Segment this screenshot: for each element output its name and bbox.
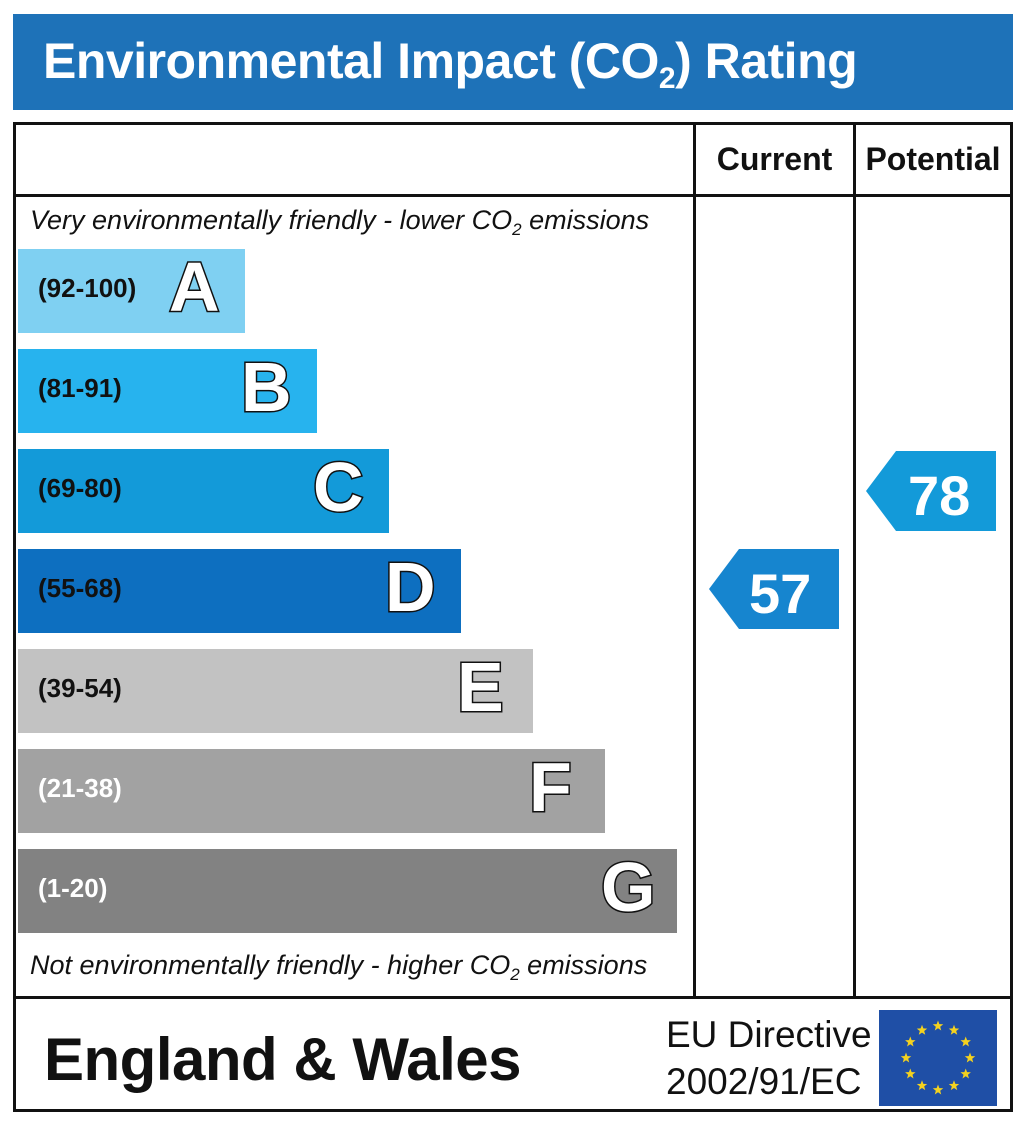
band-range-label: (39-54) bbox=[38, 673, 122, 703]
bottom-note: Not environmentally friendly - higher CO… bbox=[30, 950, 648, 984]
current-column-header: Current bbox=[716, 141, 833, 177]
eu-flag-icon bbox=[879, 1010, 997, 1106]
eu-flag-star-icon bbox=[960, 1068, 971, 1079]
band-b: (81-91) B bbox=[18, 347, 317, 433]
eu-flag-star-icon bbox=[932, 1084, 944, 1095]
band-letter: C bbox=[312, 447, 366, 528]
potential-rating-value: 78 bbox=[908, 464, 971, 527]
band-range-label: (1-20) bbox=[38, 873, 108, 903]
eu-flag-star-icon bbox=[948, 1024, 960, 1035]
band-letter: D bbox=[384, 547, 438, 628]
header-divider bbox=[16, 194, 1010, 197]
region-label: England & Wales bbox=[44, 1026, 522, 1093]
band-e: (39-54) E bbox=[18, 647, 533, 733]
eu-flag-star-icon bbox=[948, 1080, 960, 1091]
current-rating-arrow: 57 bbox=[709, 549, 839, 634]
eu-directive-text: EU Directive 2002/91/EC bbox=[666, 1011, 872, 1105]
band-letter: G bbox=[599, 847, 656, 928]
potential-column-header: Potential bbox=[865, 141, 1001, 177]
eu-directive-line1: EU Directive bbox=[666, 1014, 872, 1055]
eu-flag-star-icon bbox=[905, 1036, 916, 1047]
potential-column-divider bbox=[853, 125, 856, 999]
eu-flag-star-icon bbox=[916, 1024, 928, 1035]
band-g: (1-20) G bbox=[18, 847, 677, 933]
band-letter: E bbox=[456, 647, 506, 728]
rating-table: Current Potential Very environmentally f… bbox=[13, 122, 1013, 1112]
footer-divider bbox=[16, 996, 1010, 999]
eu-flag-star-icon bbox=[916, 1080, 928, 1091]
eu-flag-star-icon bbox=[905, 1068, 916, 1079]
current-rating-value: 57 bbox=[749, 562, 812, 625]
current-arrow-shape bbox=[709, 549, 839, 629]
band-range-label: (92-100) bbox=[38, 273, 137, 303]
band-range-label: (55-68) bbox=[38, 573, 122, 603]
top-note: Very environmentally friendly - lower CO… bbox=[30, 205, 650, 239]
eu-flag-star-icon bbox=[932, 1020, 944, 1031]
band-c: (69-80) C bbox=[18, 447, 389, 533]
potential-rating-arrow: 78 bbox=[866, 451, 996, 536]
band-range-label: (81-91) bbox=[38, 373, 122, 403]
current-column-divider bbox=[693, 125, 696, 999]
chart-title: Environmental Impact (CO2) Rating bbox=[43, 33, 858, 95]
eu-directive-line2: 2002/91/EC bbox=[666, 1061, 862, 1102]
band-d: (55-68) D bbox=[18, 547, 461, 633]
band-letter: B bbox=[240, 347, 294, 428]
band-letter: F bbox=[528, 747, 574, 828]
band-range-label: (69-80) bbox=[38, 473, 122, 503]
eu-flag-star-icon bbox=[900, 1052, 912, 1063]
band-range-label: (21-38) bbox=[38, 773, 122, 803]
potential-arrow-shape bbox=[866, 451, 996, 531]
band-a: (92-100) A bbox=[18, 247, 245, 333]
band-f: (21-38) F bbox=[18, 747, 605, 833]
eu-flag-star-icon bbox=[964, 1052, 976, 1063]
title-bar: Environmental Impact (CO2) Rating bbox=[13, 14, 1013, 110]
eu-flag-star-icon bbox=[960, 1036, 971, 1047]
band-letter: A bbox=[168, 247, 222, 328]
